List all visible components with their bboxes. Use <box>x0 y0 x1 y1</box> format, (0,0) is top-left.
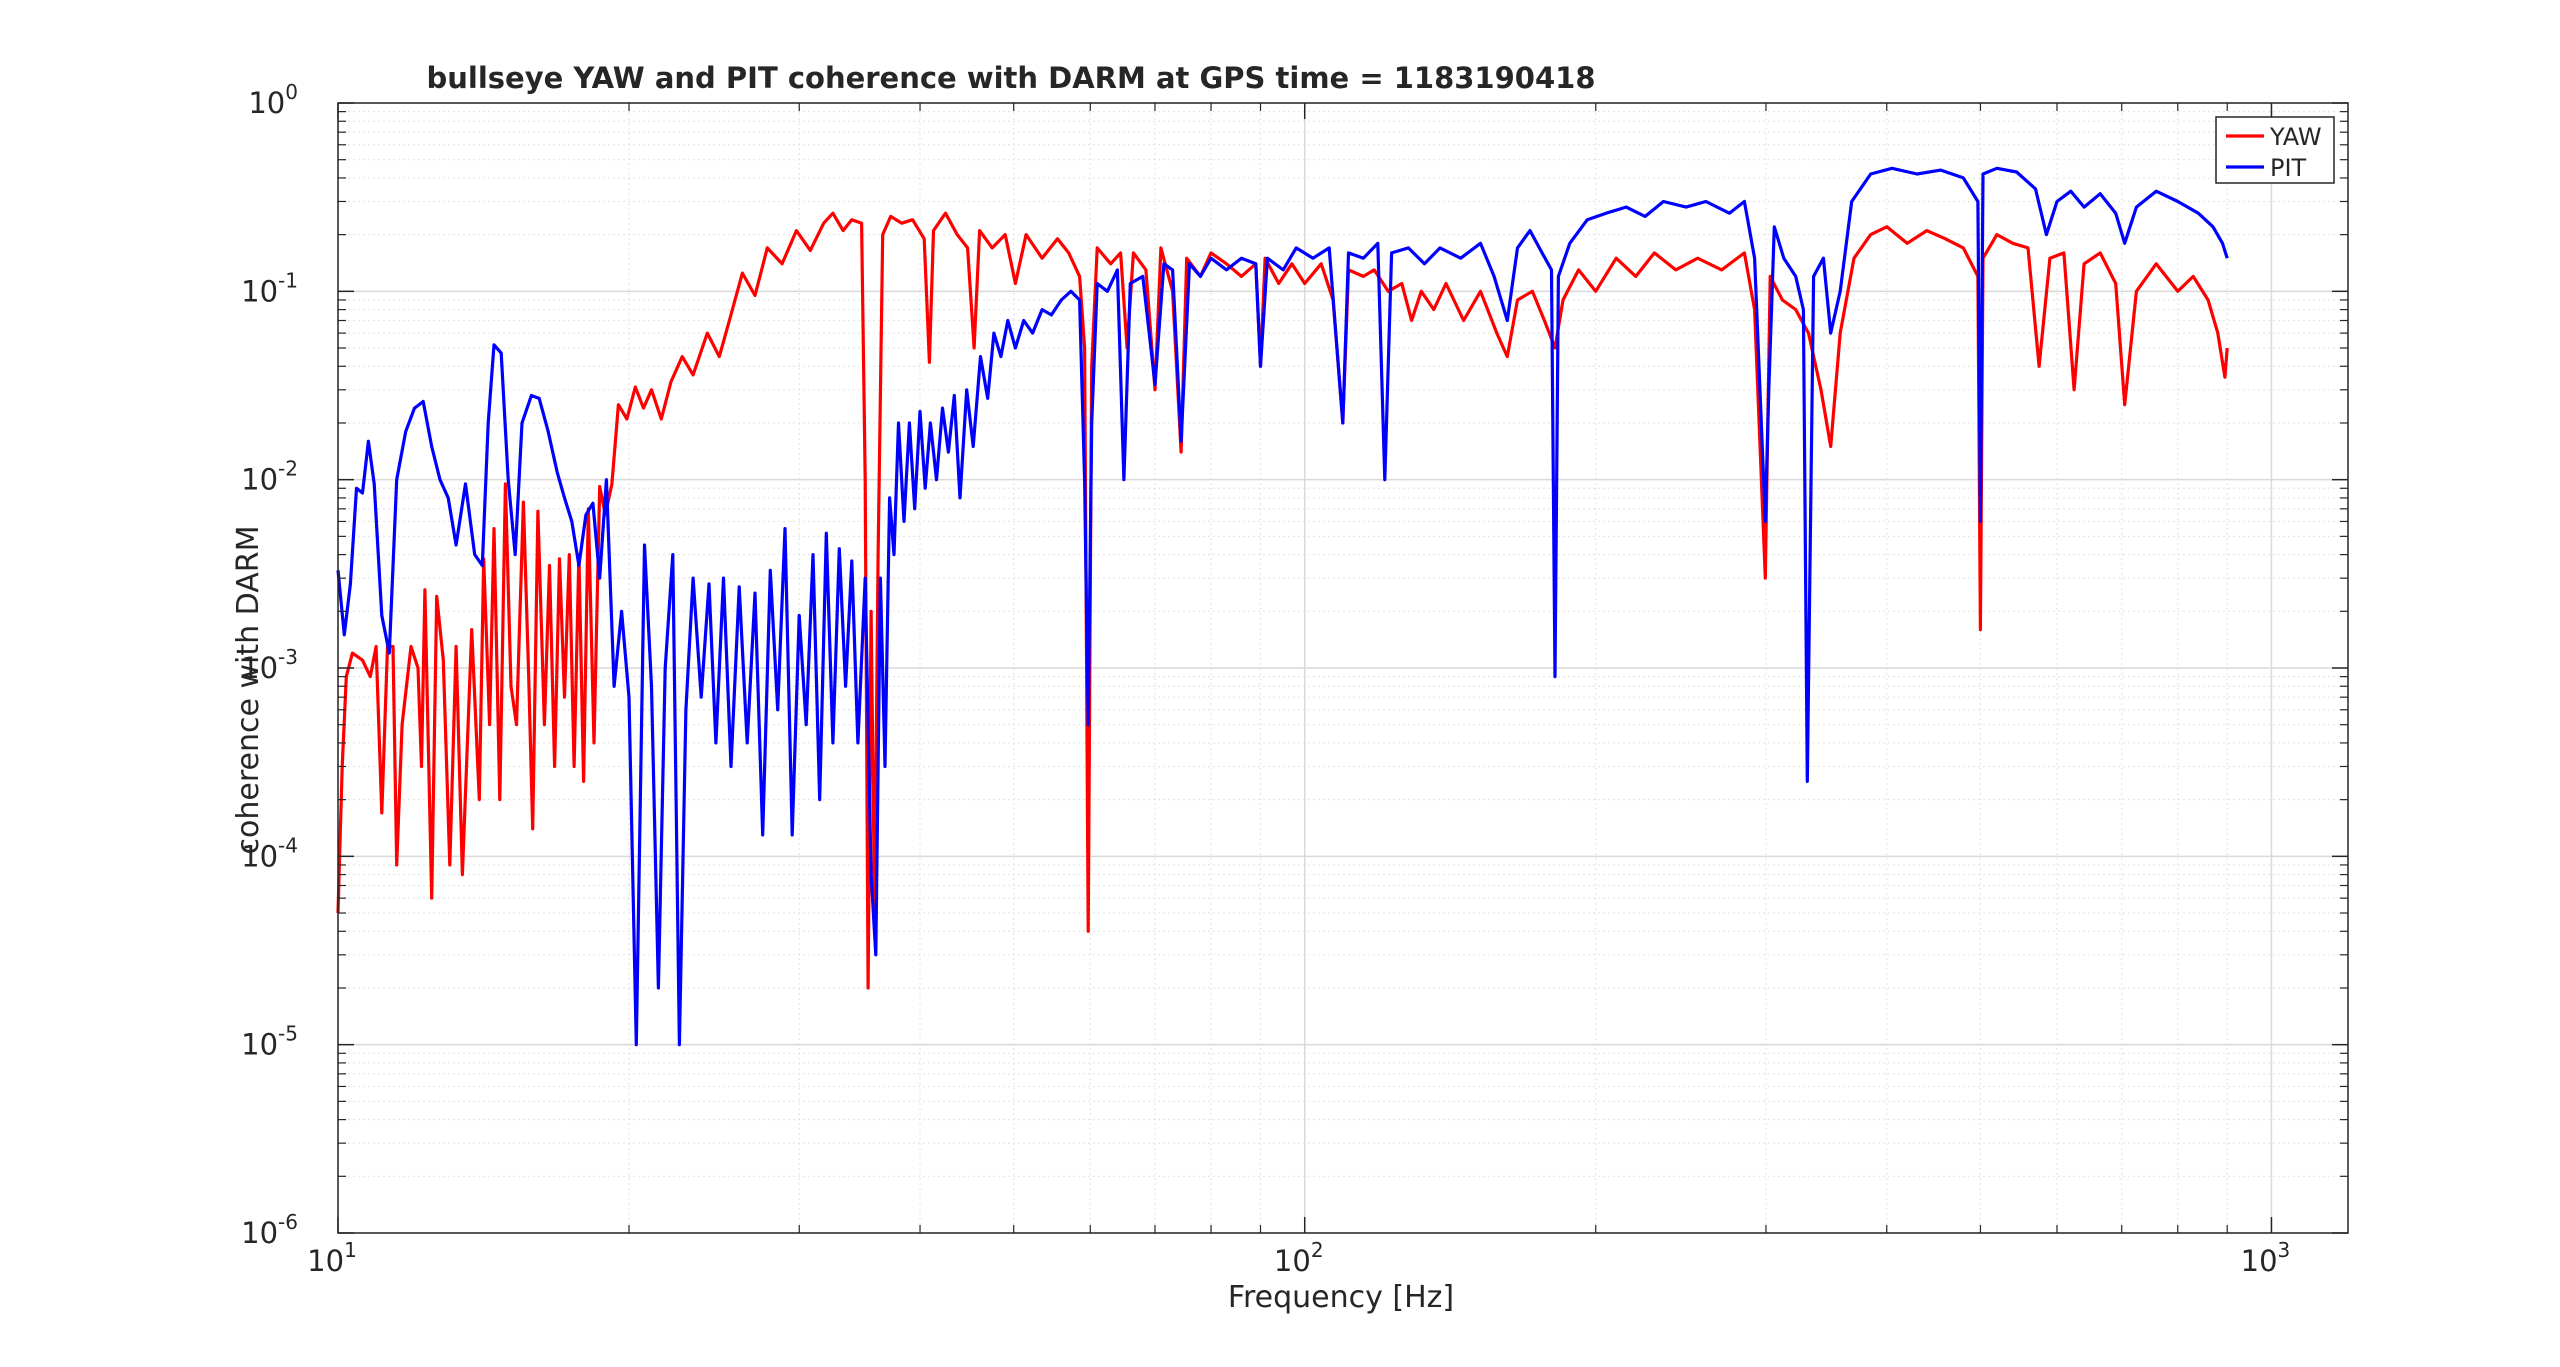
y-tick-label: 10-5 <box>241 1022 298 1062</box>
y-tick-exponent: -3 <box>278 645 298 669</box>
x-tick-exponent: 2 <box>1311 1238 1324 1262</box>
y-tick-exponent: -4 <box>278 833 298 857</box>
y-axis-label: coherence with DARM <box>231 526 266 855</box>
legend: YAW PIT <box>2215 116 2335 184</box>
y-tick-label: 10-1 <box>241 268 298 308</box>
y-tick-exponent: -5 <box>278 1022 298 1046</box>
series-layer <box>336 166 2229 1047</box>
chart-title: bullseye YAW and PIT coherence with DARM… <box>427 61 1596 95</box>
x-tick-exponent: 3 <box>2278 1238 2291 1262</box>
y-tick-exponent: -6 <box>278 1210 298 1234</box>
series-line-pit <box>336 166 2229 1047</box>
x-tick-exponent: 1 <box>344 1238 357 1262</box>
legend-label-pit: PIT <box>2270 154 2307 182</box>
legend-box <box>2215 116 2335 184</box>
y-tick-exponent: 0 <box>285 80 298 104</box>
y-tick-exponent: -1 <box>278 268 298 292</box>
series-line-yaw <box>336 211 2229 990</box>
y-tick-exponent: -2 <box>278 457 298 481</box>
x-axis-label: Frequency [Hz] <box>1228 1280 1454 1315</box>
tick-marks <box>337 102 2348 1234</box>
legend-label-yaw: YAW <box>2269 123 2322 151</box>
